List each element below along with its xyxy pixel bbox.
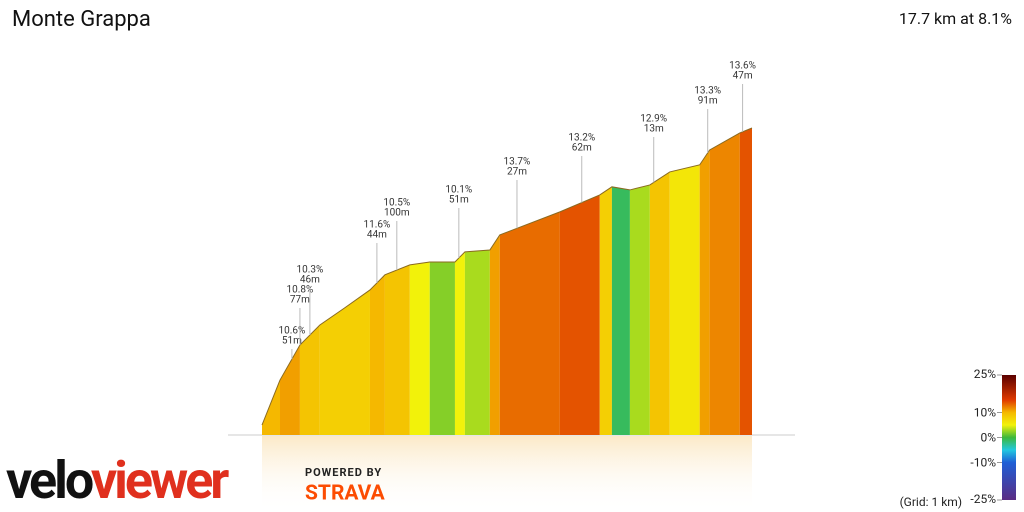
annotation-text: 13.7% xyxy=(504,157,531,168)
annotation-text: 10.1% xyxy=(445,185,472,196)
gradient-strip xyxy=(464,249,490,435)
powered-by: POWERED BY xyxy=(305,466,382,479)
gradient-strip xyxy=(599,186,612,435)
annotation-text: 13.3% xyxy=(694,86,721,97)
annotation-text: 10.3% xyxy=(296,265,323,276)
gradient-strip xyxy=(299,324,320,435)
gradient-strip xyxy=(629,184,650,435)
gradient-strip xyxy=(699,149,710,435)
legend-label: 25% xyxy=(974,367,996,381)
annotation-text: 91m xyxy=(698,96,718,107)
elevation-line xyxy=(261,127,753,426)
annotation-text: 44m xyxy=(367,230,387,241)
title: Monte Grappa xyxy=(12,7,151,32)
gradient-strip xyxy=(739,128,752,435)
grid-note: (Grid: 1 km) xyxy=(900,495,962,509)
gradient-strip xyxy=(409,262,430,435)
gradient-strip xyxy=(489,234,500,435)
annotation-text: 13m xyxy=(644,124,664,135)
annotation-text: 10.8% xyxy=(287,285,314,296)
gradient-strip xyxy=(559,194,600,435)
logo: veloviewer xyxy=(6,450,229,511)
annotation-text: 11.6% xyxy=(363,220,390,231)
annotation-text: 10.5% xyxy=(383,198,410,209)
annotation-text: 51m xyxy=(449,195,469,206)
gradient-strip xyxy=(319,307,345,435)
strava-logo: STRAVA xyxy=(305,482,386,506)
reflection xyxy=(262,436,752,512)
annotation-text: 46m xyxy=(300,275,320,286)
annotation-text: 62m xyxy=(572,143,592,154)
legend-bar xyxy=(1002,375,1016,500)
gradient-strip xyxy=(369,274,385,435)
legend-label: 0% xyxy=(980,431,996,445)
gradient-strip xyxy=(344,289,370,435)
gradient-strip xyxy=(669,164,700,436)
annotation-text: 47m xyxy=(733,71,753,82)
gradient-strip xyxy=(709,132,740,436)
annotation-text: 10.6% xyxy=(278,326,305,337)
annotation-text: 12.9% xyxy=(640,114,667,125)
annotation-text: 13.2% xyxy=(568,133,595,144)
legend-label: -25% xyxy=(970,492,996,506)
gradient-strip xyxy=(262,380,280,435)
annotation-text: 77m xyxy=(290,295,310,306)
legend-label: -10% xyxy=(970,456,996,470)
legend-label: 10% xyxy=(974,406,996,420)
gradient-strip xyxy=(611,186,630,435)
gradient-strip xyxy=(499,211,560,435)
annotation-text: 100m xyxy=(384,208,410,219)
gradient-strip xyxy=(454,251,465,435)
annotation-text: 27m xyxy=(507,167,527,178)
gradient-strip xyxy=(649,171,670,435)
gradient-strip xyxy=(384,264,410,435)
gradient-strip xyxy=(279,345,300,435)
subtitle: 17.7 km at 8.1% xyxy=(899,9,1012,28)
annotation-text: 51m xyxy=(282,336,302,347)
annotation-text: 13.6% xyxy=(729,61,756,72)
gradient-strip xyxy=(429,262,455,435)
